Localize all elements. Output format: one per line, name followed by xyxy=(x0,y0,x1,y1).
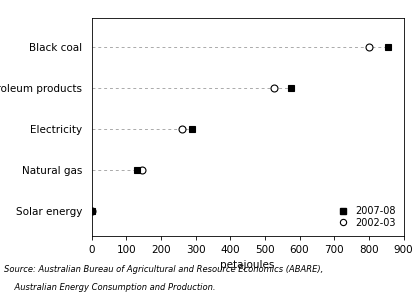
Text: Australian Energy Consumption and Production.: Australian Energy Consumption and Produc… xyxy=(4,283,215,292)
X-axis label: petajoules: petajoules xyxy=(220,260,275,270)
Text: Source: Australian Bureau of Agricultural and Resource Economics (ABARE),: Source: Australian Bureau of Agricultura… xyxy=(4,265,323,274)
Legend: 2007-08, 2002-03: 2007-08, 2002-03 xyxy=(330,204,399,231)
